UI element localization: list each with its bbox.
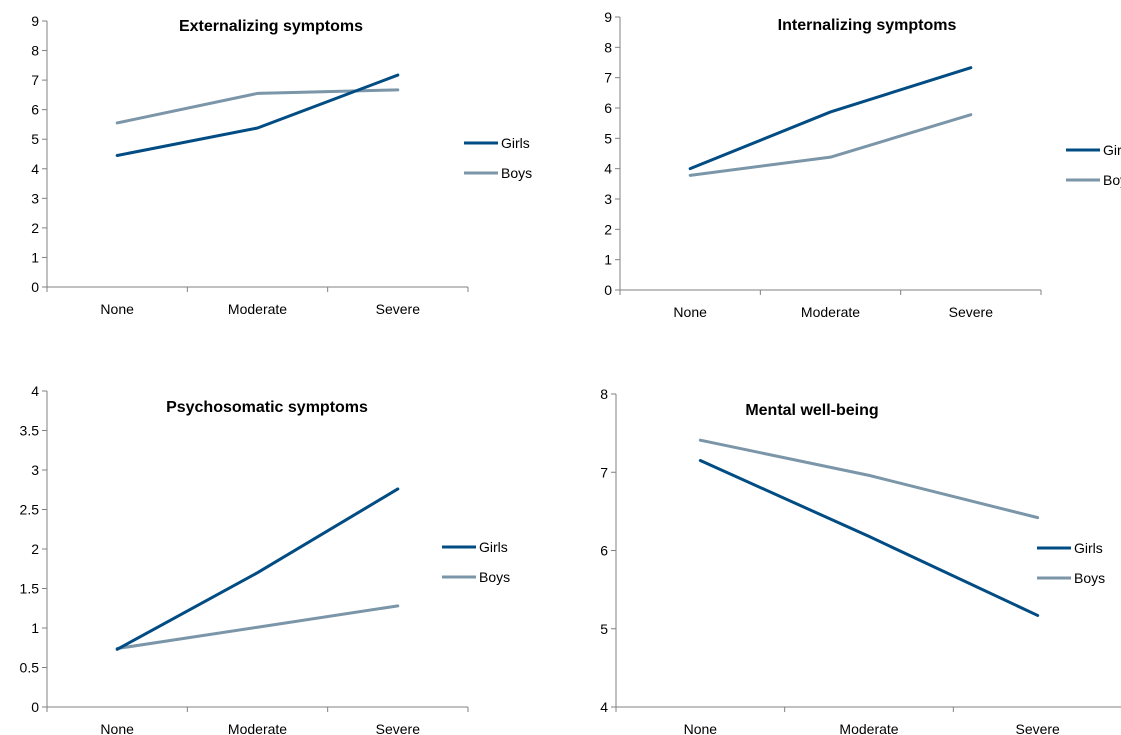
internalizing-chart: Internalizing symptoms 0 1 2 3 4 5 6 7 8 9 None Mod… bbox=[604, 9, 1121, 320]
y-tick-label: 0 bbox=[604, 282, 612, 298]
series-line-boys bbox=[115, 604, 400, 651]
y-tick-label: 2.5 bbox=[20, 502, 40, 518]
y-tick-label: 4 bbox=[604, 161, 612, 177]
y-tick-label: 8 bbox=[600, 386, 608, 402]
y-tick-label: 1 bbox=[604, 252, 612, 268]
x-tick-label: Moderate bbox=[801, 304, 860, 320]
y-tick-label: 5 bbox=[600, 621, 608, 637]
psychosomatic-chart: Psychosomatic symptoms 0 0.5 1 1.5 2 2.5 3 3.5 4… bbox=[20, 383, 511, 735]
y-tick-label: 6 bbox=[604, 100, 612, 116]
x-tick-label: Moderate bbox=[228, 301, 287, 317]
y-tick-label: 1 bbox=[31, 620, 39, 636]
x-tick-label: None bbox=[684, 721, 718, 735]
y-tick-label: 5 bbox=[604, 130, 612, 146]
x-tick-label: None bbox=[100, 301, 134, 317]
legend-label-girls: Girls bbox=[501, 135, 530, 151]
y-tick-label: 4 bbox=[31, 161, 39, 177]
y-tick-label: 2 bbox=[31, 220, 39, 236]
y-tick-label: 5 bbox=[31, 131, 39, 147]
y-tick-label: 1.5 bbox=[20, 581, 40, 597]
legend-label-boys: Boys bbox=[501, 165, 532, 181]
y-tick-label: 6 bbox=[31, 102, 39, 118]
legend-label-boys: Boys bbox=[479, 569, 510, 585]
y-tick-label: 8 bbox=[31, 43, 39, 59]
x-tick-label: Severe bbox=[376, 721, 421, 735]
series-line-girls bbox=[115, 487, 400, 651]
y-tick-label: 3 bbox=[31, 190, 39, 206]
series-line-girls bbox=[115, 73, 400, 157]
x-tick-label: Severe bbox=[1015, 721, 1060, 735]
series-line-boys bbox=[115, 88, 400, 125]
y-tick-label: 6 bbox=[600, 543, 608, 559]
y-tick-label: 7 bbox=[600, 464, 608, 480]
y-tick-label: 7 bbox=[31, 72, 39, 88]
x-tick-label: Moderate bbox=[839, 721, 898, 735]
y-tick-label: 9 bbox=[604, 9, 612, 25]
chart-title: Internalizing symptoms bbox=[778, 17, 957, 34]
y-tick-label: 0 bbox=[31, 699, 39, 715]
y-tick-label: 0.5 bbox=[20, 660, 40, 676]
y-tick-label: 8 bbox=[604, 39, 612, 55]
legend-label-girls: Girls bbox=[479, 539, 508, 555]
x-tick-label: Severe bbox=[376, 301, 421, 317]
y-tick-label: 3 bbox=[31, 462, 39, 478]
y-tick-label: 1 bbox=[31, 249, 39, 265]
legend-label-girls: Girls bbox=[1074, 540, 1103, 556]
legend-label-boys: Boys bbox=[1103, 172, 1121, 188]
series-line-boys bbox=[698, 438, 1040, 520]
series-line-girls bbox=[688, 66, 973, 171]
chart-title: Mental well-being bbox=[745, 402, 878, 419]
legend-label-boys: Boys bbox=[1074, 570, 1105, 586]
y-tick-label: 7 bbox=[604, 70, 612, 86]
y-tick-label: 4 bbox=[31, 383, 39, 399]
x-tick-label: Moderate bbox=[228, 721, 287, 735]
x-tick-label: Severe bbox=[949, 304, 994, 320]
x-tick-label: None bbox=[673, 304, 707, 320]
mental-wellbeing-chart: Mental well-being 4 5 6 7 8 None Moderate Sever… bbox=[600, 386, 1121, 735]
y-tick-label: 3 bbox=[604, 191, 612, 207]
legend-label-girls: Girls bbox=[1103, 142, 1121, 158]
y-tick-label: 2 bbox=[31, 541, 39, 557]
y-tick-label: 9 bbox=[31, 13, 39, 29]
chart-title: Externalizing symptoms bbox=[179, 18, 363, 35]
x-tick-label: None bbox=[100, 721, 134, 735]
chart-title: Psychosomatic symptoms bbox=[166, 399, 368, 416]
externalizing-chart: Externalizing symptoms 0 1 2 3 4 5 6 7 8 9 None Mod… bbox=[31, 13, 532, 317]
series-line-boys bbox=[688, 113, 973, 177]
y-tick-label: 2 bbox=[604, 221, 612, 237]
y-tick-label: 3.5 bbox=[20, 423, 40, 439]
y-tick-label: 4 bbox=[600, 699, 608, 715]
y-tick-label: 0 bbox=[31, 279, 39, 295]
series-line-girls bbox=[698, 459, 1040, 617]
